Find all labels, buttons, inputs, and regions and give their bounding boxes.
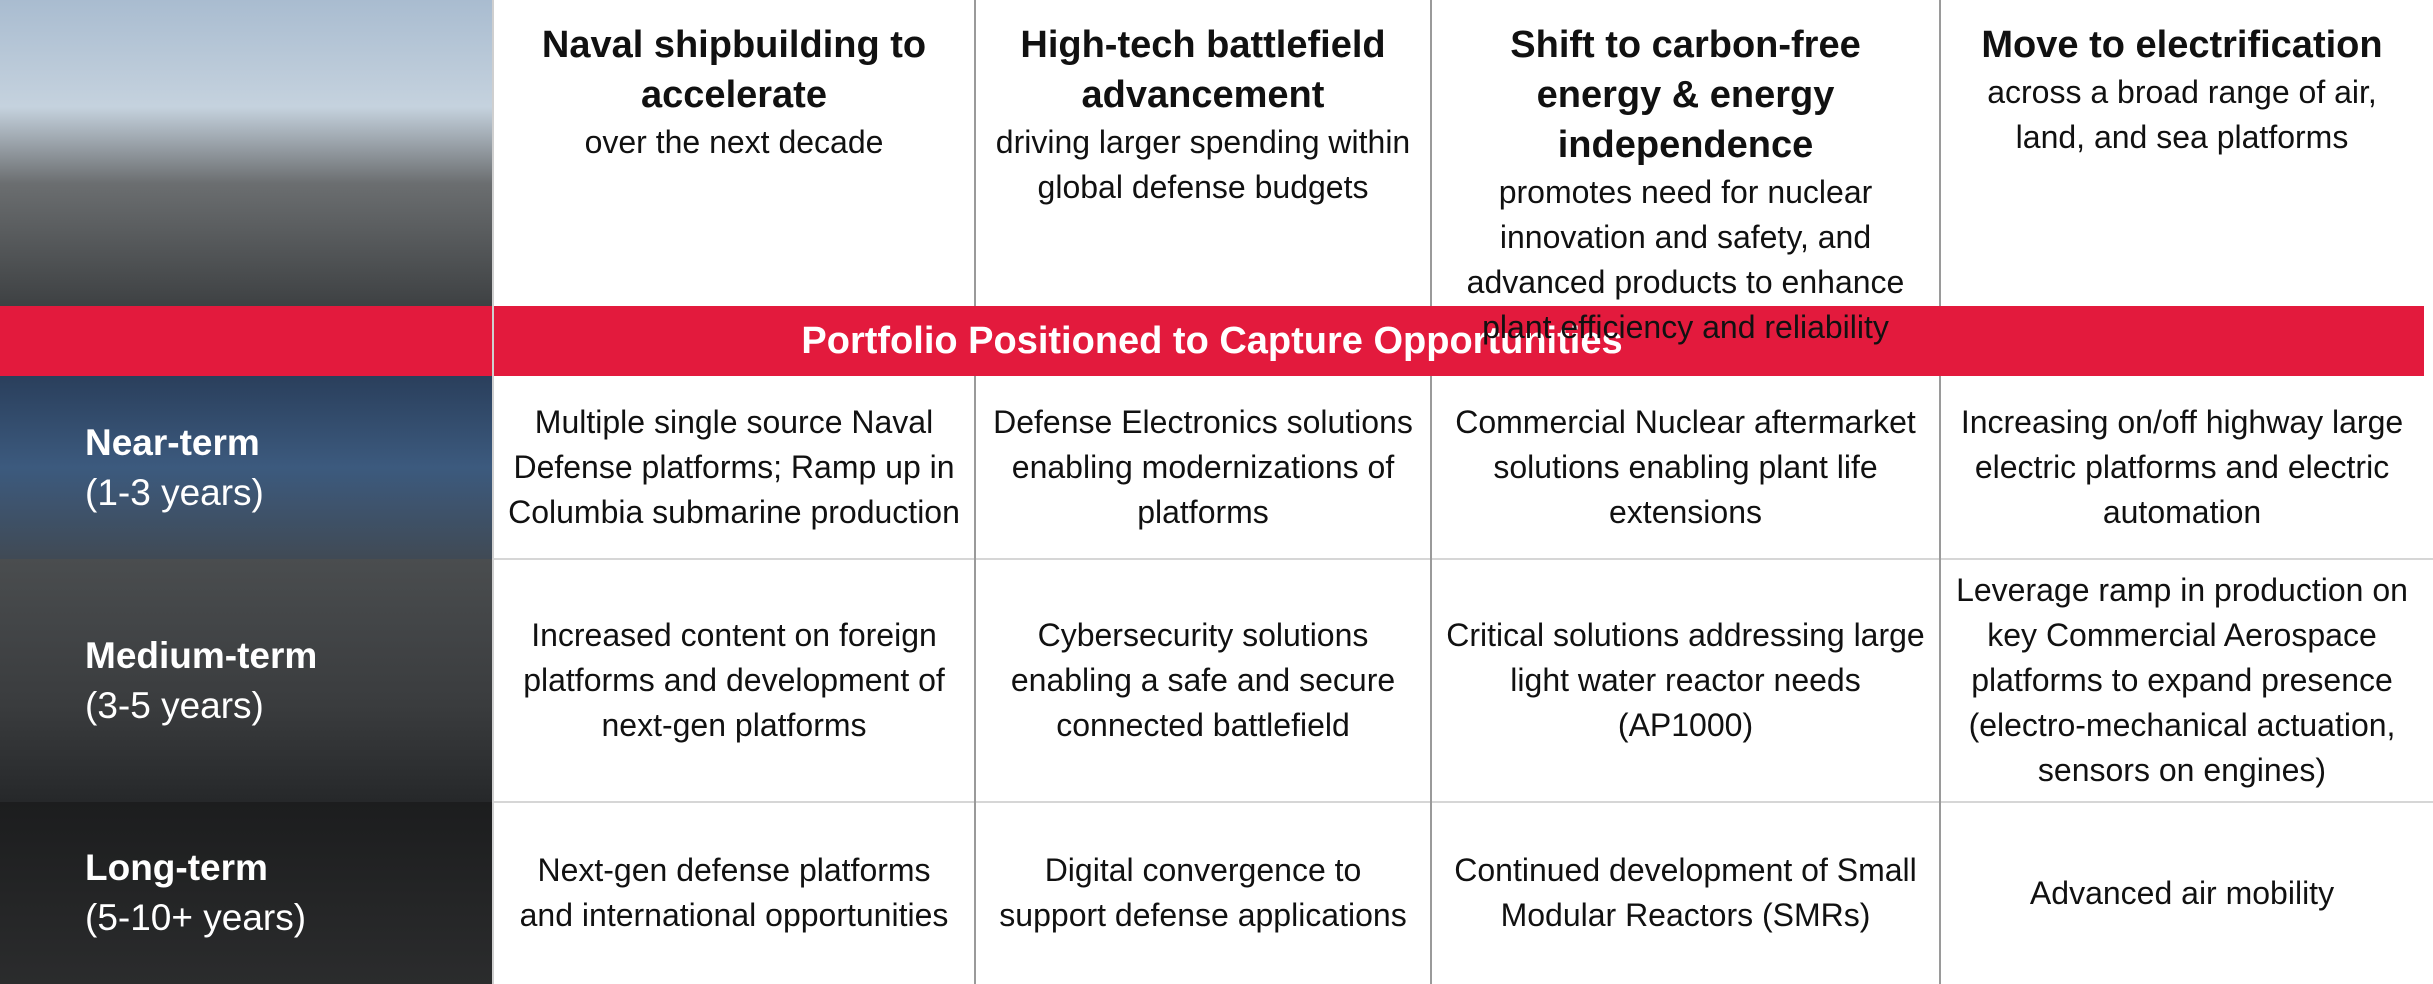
column-subtitle: across a broad range of air, land, and s…	[1987, 74, 2377, 155]
column-header: Naval shipbuilding to accelerate over the…	[493, 0, 975, 306]
row-label: Medium-term (3-5 years)	[85, 631, 317, 731]
table-cell: Critical solutions addressing large ligh…	[1446, 617, 1925, 743]
table-cell: Cybersecurity solutions enabling a safe …	[1010, 617, 1396, 743]
photo-long	[0, 802, 493, 984]
table-cell: Digital convergence to support defense a…	[999, 852, 1407, 933]
column-title: High-tech battlefield advancement	[1020, 24, 1386, 116]
row-subtitle: (3-5 years)	[85, 684, 264, 726]
table-cell: Advanced air mobility	[2029, 874, 2335, 911]
table-cell: Increasing on/off highway large electric…	[1960, 404, 2404, 530]
table-cell: Commercial Nuclear aftermarket solutions…	[1455, 404, 1916, 530]
table-cell: Next-gen defense platforms and internati…	[519, 852, 949, 933]
column-divider	[1939, 0, 1941, 306]
column-title: Shift to carbon-free energy & energy ind…	[1510, 24, 1861, 166]
row-subtitle: (1-3 years)	[85, 471, 264, 513]
section-banner: Portfolio Positioned to Capture Opportun…	[0, 306, 2424, 376]
row-divider	[493, 801, 2433, 803]
table-cell: Leverage ramp in production on key Comme…	[1956, 572, 2408, 788]
row-title: Medium-term	[85, 634, 318, 676]
row-label: Near-term (1-3 years)	[85, 418, 264, 518]
column-subtitle: over the next decade	[584, 124, 884, 160]
column-header: Shift to carbon-free energy & energy ind…	[1431, 0, 1940, 345]
column-divider	[974, 0, 976, 306]
column-divider	[1939, 376, 1941, 984]
column-subtitle: driving larger spending within global de…	[995, 124, 1411, 205]
row-divider	[493, 558, 2433, 560]
column-divider	[1430, 376, 1432, 984]
column-title: Move to electrification	[1981, 24, 2383, 66]
table-cell: Continued development of Small Modular R…	[1454, 852, 1917, 933]
column-header: Move to electrification across a broad ra…	[1940, 0, 2424, 306]
column-divider	[974, 376, 976, 984]
row-subtitle: (5-10+ years)	[85, 897, 307, 938]
column-divider	[492, 0, 494, 984]
row-label: Long-term (5-10+ years)	[85, 843, 306, 943]
column-header: High-tech battlefield advancement driving…	[975, 0, 1431, 306]
column-subtitle: promotes need for nuclear innovation and…	[1466, 174, 1905, 345]
table-cell: Defense Electronics solutions enabling m…	[993, 404, 1413, 530]
photo-top	[0, 0, 493, 306]
table-cell: Increased content on foreign platforms a…	[523, 617, 945, 743]
row-title: Near-term	[85, 421, 260, 463]
column-divider	[1430, 0, 1432, 306]
row-title: Long-term	[85, 847, 268, 888]
photo-medium	[0, 559, 493, 802]
table-cell: Multiple single source Naval Defense pla…	[508, 404, 960, 530]
photo-near	[0, 376, 493, 559]
column-title: Naval shipbuilding to accelerate	[541, 24, 927, 116]
